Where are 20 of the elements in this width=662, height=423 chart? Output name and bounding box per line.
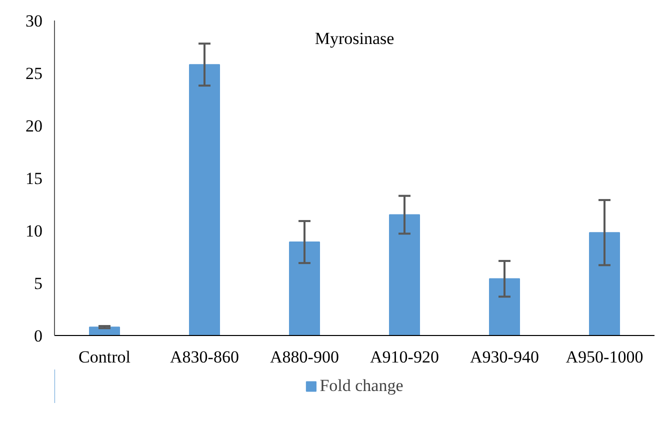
x-tick-label: A950-1000 bbox=[566, 348, 644, 366]
x-tick-label: A880-900 bbox=[270, 348, 339, 366]
bar bbox=[289, 242, 320, 336]
x-tick-label: A930-940 bbox=[470, 348, 539, 366]
y-tick-label: 0 bbox=[34, 326, 42, 346]
text: Myrosinase bbox=[314, 29, 394, 48]
x-tick-label: A910-920 bbox=[370, 348, 439, 366]
bar bbox=[489, 278, 520, 336]
legend-label: Fold change bbox=[320, 376, 404, 396]
y-tick-label: 30 bbox=[26, 12, 42, 30]
bar bbox=[189, 64, 220, 336]
y-tick-label: 15 bbox=[26, 169, 42, 188]
x-tick-label: A830-860 bbox=[170, 348, 239, 366]
y-tick-label: 10 bbox=[26, 222, 42, 240]
bar bbox=[589, 232, 620, 336]
y-tick-label: 5 bbox=[34, 274, 42, 293]
x-tick-label: Control bbox=[78, 348, 131, 366]
y-tick-label: 25 bbox=[26, 64, 42, 83]
y-tick-label: 20 bbox=[26, 116, 42, 136]
bar bbox=[389, 214, 420, 336]
